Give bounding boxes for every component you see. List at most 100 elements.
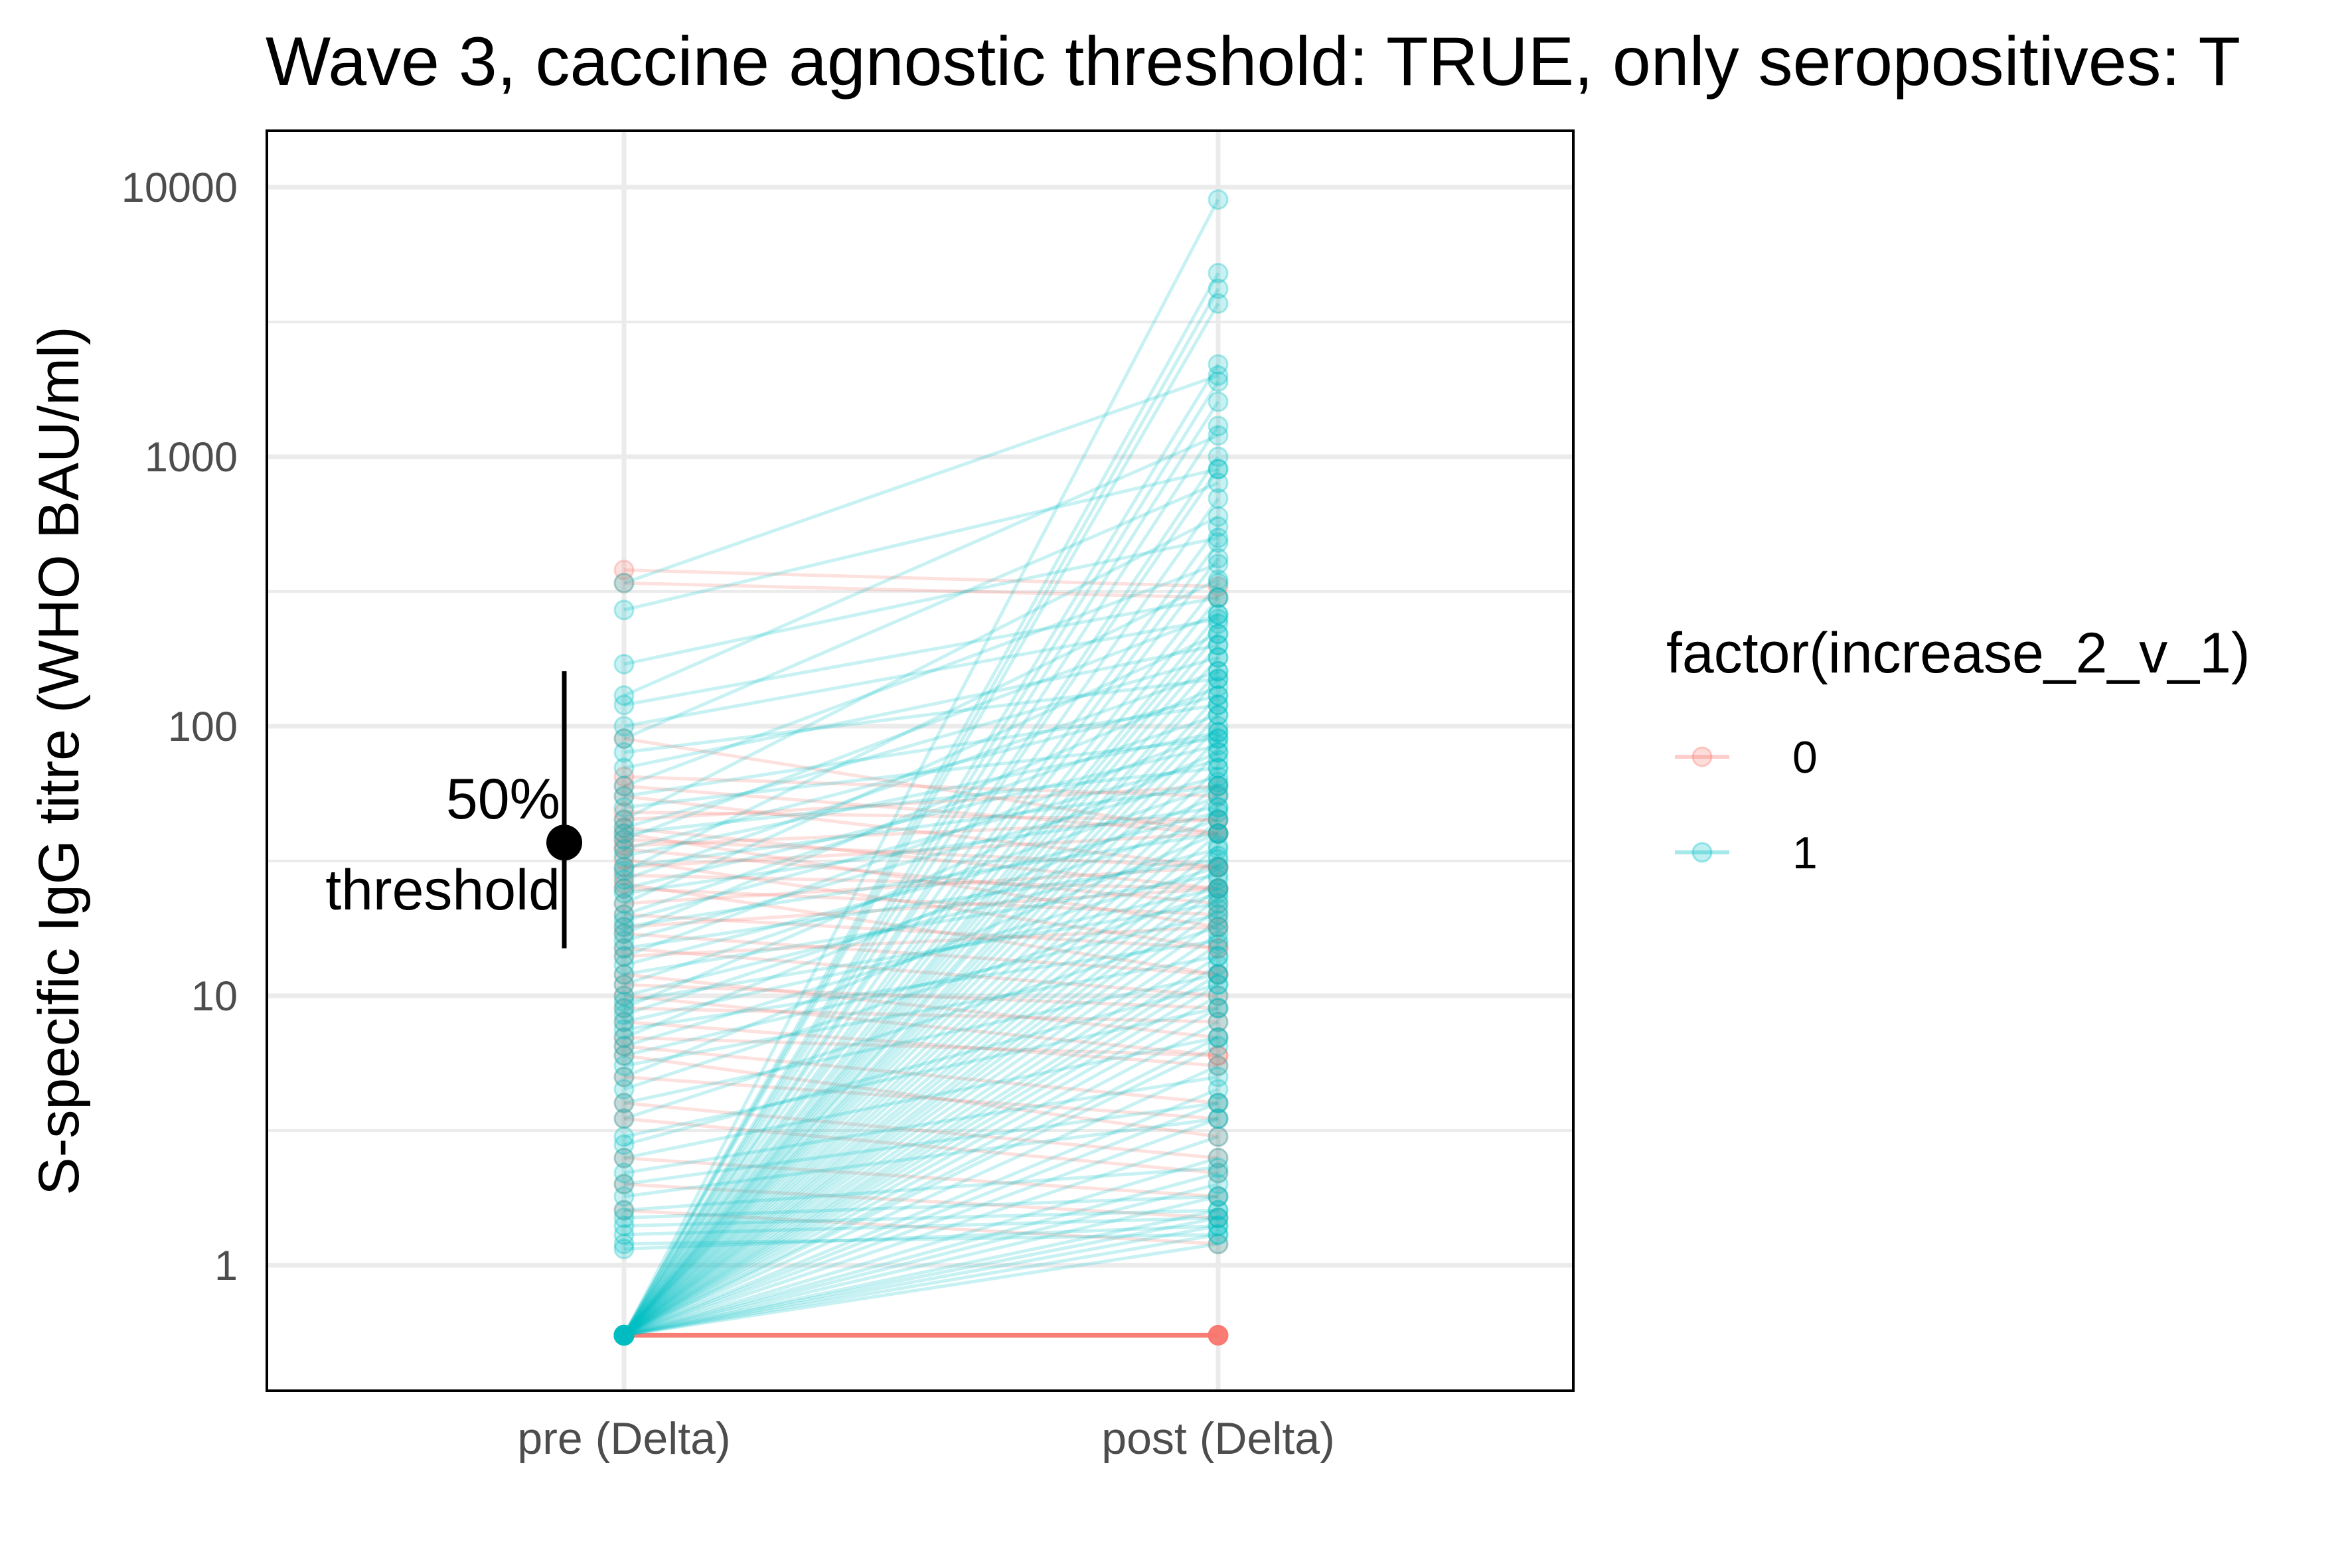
series-0-point — [613, 766, 635, 787]
series-1-line — [623, 613, 1219, 1337]
series-1-point — [613, 1324, 635, 1346]
series-1-line — [623, 725, 1219, 1337]
series-0-point — [1208, 1108, 1229, 1129]
series-1-line — [623, 730, 1219, 858]
series-0-point — [613, 1093, 635, 1114]
series-1-point — [613, 1324, 635, 1346]
series-1-point — [1208, 946, 1229, 967]
series-1-point — [1208, 964, 1229, 985]
chart-title: Wave 3, caccine agnostic threshold: TRUE… — [266, 23, 2240, 100]
series-0-line — [623, 982, 1219, 1010]
series-1-line — [623, 1020, 1219, 1337]
plot-panel — [266, 129, 1575, 1392]
series-0-line — [623, 784, 1219, 836]
series-0-point — [1208, 1208, 1229, 1229]
series-1-point — [613, 1174, 635, 1195]
series-1-point — [1208, 371, 1229, 392]
series-1-point — [1208, 1162, 1229, 1184]
series-1-point — [1208, 1027, 1229, 1048]
series-0-point — [613, 785, 635, 807]
series-0-point — [1208, 576, 1229, 597]
series-1-point — [1208, 728, 1229, 749]
legend-entries: 01 — [1675, 732, 1818, 878]
series-1-point — [1208, 472, 1229, 493]
series-0-line — [623, 1156, 1219, 1198]
series-1-point — [1208, 365, 1229, 386]
series-0-line — [623, 810, 1219, 822]
series-1-line — [623, 632, 1219, 905]
series-1-point — [1208, 869, 1229, 890]
series-0-line — [623, 925, 1219, 959]
series-1-line — [623, 1171, 1219, 1337]
series-1-point — [613, 809, 635, 830]
series-1-point — [1208, 516, 1229, 537]
series-1-point — [613, 1324, 635, 1346]
series-0-point — [613, 946, 635, 967]
series-1-line — [623, 694, 1219, 1337]
series-1-point — [1208, 878, 1229, 899]
series-1-point — [1208, 809, 1229, 830]
series-1-line — [623, 873, 1219, 977]
series-1-point — [1208, 1224, 1229, 1245]
series-0-point — [613, 1011, 635, 1032]
series-1-line — [622, 363, 1220, 1336]
series-points — [613, 189, 1229, 1346]
series-0-point — [613, 560, 635, 581]
series-1-point — [613, 1224, 635, 1245]
series-1-line — [623, 578, 1219, 873]
series-1-point — [1208, 974, 1229, 995]
series-0-line — [623, 886, 1219, 929]
series-1-point — [613, 1324, 635, 1346]
series-0-point — [613, 904, 635, 925]
series-1-point — [613, 991, 635, 1012]
series-1-point — [613, 1019, 635, 1040]
series-1-point — [1208, 506, 1229, 527]
series-1-point — [1208, 685, 1229, 706]
series-0-point — [613, 849, 635, 870]
series-1-point — [613, 1324, 635, 1346]
series-1-line — [623, 973, 1219, 1337]
series-1-point — [613, 572, 635, 593]
series-1-point — [1208, 735, 1229, 756]
series-1-line — [623, 596, 1219, 1336]
series-1-point — [1208, 985, 1229, 1006]
series-1-point — [613, 1324, 635, 1346]
series-0-point — [1208, 1162, 1229, 1184]
series-1-point — [613, 1324, 635, 1346]
series-1-point — [613, 856, 635, 878]
series-1-point — [613, 1324, 635, 1346]
series-0-line — [623, 581, 1219, 599]
series-1-line — [623, 1117, 1219, 1198]
series-1-point — [613, 1215, 635, 1237]
series-1-point — [613, 1324, 635, 1346]
series-0-point — [1208, 1055, 1229, 1076]
series-1-point — [1208, 416, 1229, 437]
series-0-line — [623, 1117, 1219, 1175]
y-axis-ticks: 1 10 100 1000 10000 — [121, 165, 238, 1289]
x-tick-label: pre (Delta) — [517, 1413, 730, 1464]
series-1-point — [613, 1324, 635, 1346]
gridlines — [267, 131, 1573, 1391]
series-0-point — [613, 728, 635, 749]
series-1-point — [1208, 722, 1229, 743]
series-1-line — [623, 1064, 1219, 1337]
series-1-point — [1208, 613, 1229, 635]
series-1-line — [623, 1036, 1219, 1337]
series-1-line — [623, 805, 1219, 896]
series-1-point — [1208, 998, 1229, 1019]
series-1-line — [623, 994, 1219, 1337]
series-1-point — [1208, 704, 1229, 726]
series-1-point — [613, 775, 635, 797]
series-1-point — [613, 1324, 635, 1346]
series-0-line — [623, 886, 1219, 917]
series-0-point — [1208, 823, 1229, 844]
series-1-line — [623, 1087, 1219, 1337]
series-1-point — [613, 1324, 635, 1346]
series-0-line — [623, 818, 1219, 848]
series-1-point — [1208, 1027, 1229, 1048]
series-1-line — [623, 737, 1219, 1337]
series-1-point — [613, 1324, 635, 1346]
series-1-line — [623, 1242, 1219, 1337]
series-1-point — [613, 653, 635, 674]
series-1-point — [613, 1324, 635, 1346]
